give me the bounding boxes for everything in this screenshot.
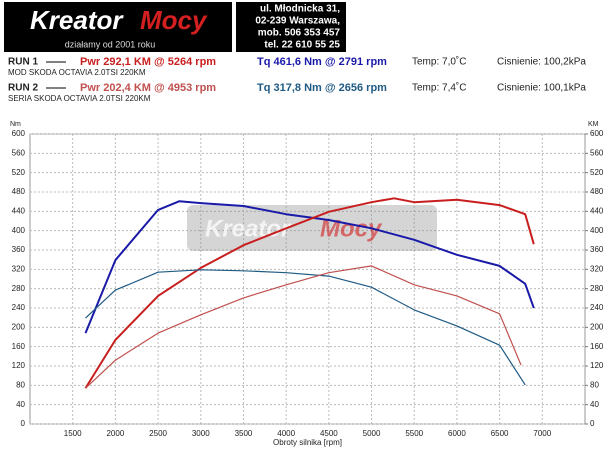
x-tick-label: 2500	[149, 429, 167, 438]
logo-tagline: działamy od 2001 roku	[65, 39, 156, 49]
run-label: RUN 1	[8, 57, 38, 68]
address: 02-239 Warszawa,	[255, 16, 340, 27]
y-tick-label: 160	[12, 342, 26, 351]
y-axis-title: Nm	[10, 121, 21, 128]
y-tick-label: 120	[12, 361, 26, 370]
run-car: SERIA SKODA OCTAVIA 2.0TSI 220KM	[8, 94, 151, 103]
x-tick-label: 2000	[106, 429, 124, 438]
x-tick-label: 6500	[491, 429, 509, 438]
y2-tick-label: 80	[590, 380, 599, 389]
logo-box	[4, 2, 232, 52]
x-tick-label: 5500	[405, 429, 423, 438]
y-tick-label: 0	[21, 419, 26, 428]
run-power: Pwr 202,4 KM @ 4953 rpm	[80, 82, 216, 94]
run-torque: Tq 461,6 Nm @ 2791 rpm	[257, 56, 387, 68]
y-tick-label: 440	[12, 206, 26, 215]
x-tick-label: 4500	[320, 429, 338, 438]
y2-tick-label: 600	[590, 129, 604, 138]
y2-tick-label: 0	[590, 419, 595, 428]
series-line	[85, 269, 526, 386]
x-tick-label: 3500	[235, 429, 253, 438]
logo-left: Kreator	[30, 5, 124, 35]
y-tick-label: 400	[12, 226, 26, 235]
series-line	[84, 200, 535, 334]
logo-right: Mocy	[140, 5, 208, 35]
y2-tick-label: 440	[590, 206, 604, 215]
y2-tick-label: 240	[590, 303, 604, 312]
y-tick-label: 520	[12, 168, 26, 177]
y-tick-label: 480	[12, 187, 26, 196]
run-label: RUN 2	[8, 83, 38, 94]
y-tick-label: 40	[16, 400, 25, 409]
address: mob. 506 353 457	[258, 28, 341, 39]
x-tick-label: 1500	[64, 429, 82, 438]
y2-tick-label: 560	[590, 148, 604, 157]
x-tick-label: 3000	[192, 429, 210, 438]
run-temp: Temp: 7,4˚C	[412, 82, 466, 94]
x-tick-label: 5000	[363, 429, 381, 438]
y2-tick-label: 480	[590, 187, 604, 196]
watermark-left: Kreator	[205, 215, 292, 242]
run-temp: Temp: 7,0˚C	[412, 56, 466, 68]
y-tick-label: 80	[16, 380, 25, 389]
run-torque: Tq 317,8 Nm @ 2656 rpm	[257, 82, 387, 94]
run-power: Pwr 292,1 KM @ 5264 rpm	[80, 56, 216, 68]
y-tick-label: 360	[12, 245, 26, 254]
y2-tick-label: 200	[590, 322, 604, 331]
y2-tick-label: 400	[590, 226, 604, 235]
y-tick-label: 320	[12, 264, 26, 273]
y2-tick-label: 360	[590, 245, 604, 254]
run-pressure: Cisnienie: 100,2kPa	[497, 57, 586, 68]
y2-tick-label: 160	[590, 342, 604, 351]
y2-tick-label: 320	[590, 264, 604, 273]
run-pressure: Cisnienie: 100,1kPa	[497, 83, 586, 94]
x-tick-label: 4000	[277, 429, 295, 438]
x-tick-label: 7000	[533, 429, 551, 438]
address: tel. 22 610 55 25	[264, 40, 340, 51]
y2-tick-label: 280	[590, 284, 604, 293]
series-line	[84, 197, 535, 389]
y-tick-label: 600	[12, 129, 26, 138]
y2-tick-label: 120	[590, 361, 604, 370]
x-axis-title: Obroty silnika [rpm]	[273, 438, 342, 447]
series-line	[85, 265, 522, 389]
run-car: MOD SKODA OCTAVIA 2.0TSI 220KM	[8, 68, 146, 77]
x-tick-label: 6000	[448, 429, 466, 438]
y2-tick-label: 520	[590, 168, 604, 177]
y2-tick-label: 40	[590, 400, 599, 409]
y-tick-label: 560	[12, 148, 26, 157]
address: ul. Młodnicka 31,	[260, 4, 340, 15]
y-tick-label: 200	[12, 322, 26, 331]
watermark-box	[187, 205, 437, 251]
y-tick-label: 280	[12, 284, 26, 293]
y2-axis-title: KM	[588, 121, 599, 128]
y-tick-label: 240	[12, 303, 26, 312]
address-box	[236, 2, 346, 52]
